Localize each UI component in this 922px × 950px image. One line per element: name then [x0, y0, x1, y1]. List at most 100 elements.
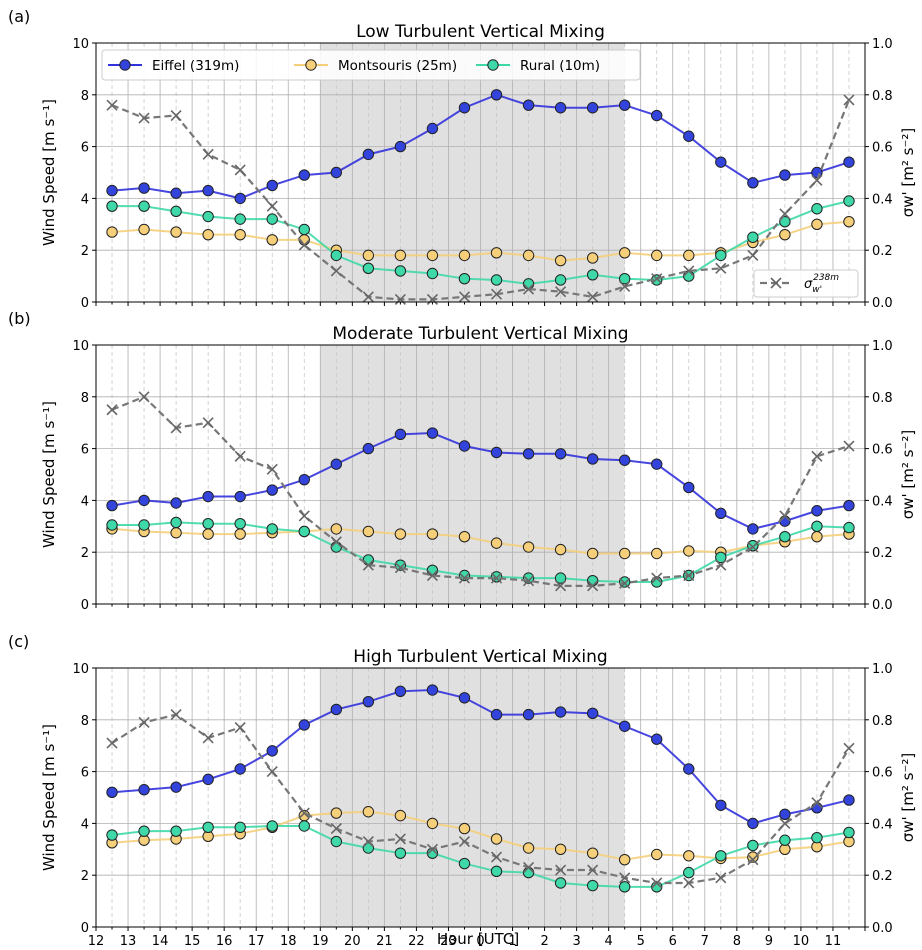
- eiffel-marker: [683, 130, 695, 142]
- sigma-marker: [843, 742, 855, 754]
- y-tick-label-left: 4: [81, 494, 89, 509]
- legend-sigma-marker: [770, 277, 782, 289]
- y-tick-label-right: 1.0: [872, 662, 893, 677]
- sigma-marker: [426, 569, 439, 582]
- panel-label: (a): [8, 7, 30, 26]
- y-tick-label-left: 10: [72, 37, 89, 52]
- y-tick-label-right: 0.4: [872, 192, 893, 207]
- sigma-marker: [106, 737, 118, 749]
- eiffel-marker: [586, 707, 599, 720]
- eiffel-marker: [554, 448, 567, 460]
- rural-marker: [490, 571, 503, 583]
- eiffel-marker: [138, 784, 150, 796]
- eiffel-marker: [170, 497, 182, 509]
- montsouris-marker: [554, 254, 567, 267]
- rural-marker: [234, 213, 246, 225]
- sigma-marker: [587, 291, 599, 303]
- eiffel-marker: [554, 102, 567, 114]
- rural-marker: [715, 850, 727, 862]
- night-shading: [320, 43, 625, 302]
- eiffel-marker: [362, 695, 375, 708]
- legend: Eiffel (319m) Montsouris (25m) Rural (10m): [101, 49, 641, 81]
- sigma-marker: [426, 843, 439, 855]
- y-tick-label-right: 0.4: [872, 494, 893, 509]
- sigma-marker: [587, 580, 599, 592]
- montsouris-marker: [490, 537, 503, 549]
- rural-marker: [554, 274, 567, 286]
- panel-title: Moderate Turbulent Vertical Mixing: [332, 324, 628, 344]
- sigma-marker: [651, 877, 663, 889]
- sigma-marker: [747, 854, 759, 866]
- x-tick-label: 17: [248, 934, 265, 949]
- sigma-marker: [747, 249, 759, 261]
- rural-marker: [106, 519, 118, 531]
- rural-marker: [811, 831, 823, 844]
- x-tick-label: 19: [312, 934, 329, 949]
- rural-marker: [138, 519, 150, 531]
- montsouris-marker: [490, 833, 503, 845]
- sigma-marker: [362, 291, 374, 303]
- eiffel-marker: [266, 179, 278, 192]
- y-tick-label-right: 0.0: [872, 598, 893, 613]
- eiffel-marker: [234, 763, 246, 775]
- rural-marker: [779, 530, 791, 543]
- x-tick-label: 22: [408, 934, 425, 949]
- eiffel-marker: [234, 192, 246, 205]
- x-tick-label: 6: [669, 934, 677, 949]
- sigma-marker: [490, 851, 503, 863]
- rural-marker: [330, 249, 343, 262]
- sigma-marker: [330, 536, 342, 548]
- eiffel-marker: [586, 453, 599, 465]
- eiffel-marker: [458, 440, 471, 452]
- montsouris-marker: [747, 851, 759, 863]
- rural-marker: [458, 272, 471, 285]
- sigma-marker: [106, 404, 118, 416]
- eiffel-marker: [683, 481, 695, 494]
- y-tick-label-right: 0.2: [872, 244, 893, 259]
- eiffel-marker: [747, 523, 759, 535]
- y-tick-label-left: 0: [81, 296, 89, 311]
- rural-marker: [330, 835, 343, 848]
- eiffel-marker: [715, 799, 727, 811]
- legend-sigma: σw'238m: [753, 269, 859, 298]
- eiffel-marker: [651, 733, 663, 745]
- eiffel-marker: [843, 156, 855, 168]
- montsouris-marker: [394, 528, 407, 540]
- montsouris-marker: [330, 807, 343, 819]
- rural-marker: [715, 551, 727, 564]
- sigma-line: [111, 395, 850, 587]
- rural-marker: [298, 525, 310, 538]
- eiffel-marker: [618, 454, 631, 466]
- montsouris-marker: [651, 848, 663, 861]
- rural-marker: [458, 857, 471, 870]
- sigma-marker: [394, 833, 406, 845]
- night-shading: [320, 668, 625, 927]
- rural-marker: [138, 825, 150, 837]
- rural-marker: [298, 223, 310, 236]
- sigma-marker: [811, 797, 823, 809]
- sigma-marker: [170, 709, 182, 721]
- eiffel-marker: [362, 148, 375, 161]
- sigma-line: [111, 713, 850, 885]
- sigma-marker: [362, 835, 374, 848]
- rural-marker: [202, 518, 214, 530]
- eiffel-marker: [234, 490, 246, 503]
- x-tick-label: 10: [793, 934, 810, 949]
- sigma-marker: [587, 864, 599, 876]
- eiffel-marker: [779, 169, 791, 181]
- montsouris-marker: [683, 545, 695, 557]
- rural-marker: [618, 881, 631, 893]
- rural-marker: [843, 826, 855, 839]
- sigma-marker: [202, 148, 214, 160]
- y-tick-label-right: 0.0: [872, 296, 893, 311]
- montsouris-marker: [490, 247, 503, 259]
- eiffel-marker: [426, 427, 439, 439]
- montsouris-marker: [202, 228, 214, 241]
- y-tick-label-right: 0.6: [872, 443, 893, 458]
- eiffel-marker: [458, 692, 471, 704]
- eiffel-marker: [651, 109, 663, 122]
- montsouris-marker: [266, 234, 278, 246]
- eiffel-marker: [298, 169, 310, 181]
- y-tick-label-left: 4: [81, 817, 89, 832]
- sigma-marker: [458, 572, 471, 584]
